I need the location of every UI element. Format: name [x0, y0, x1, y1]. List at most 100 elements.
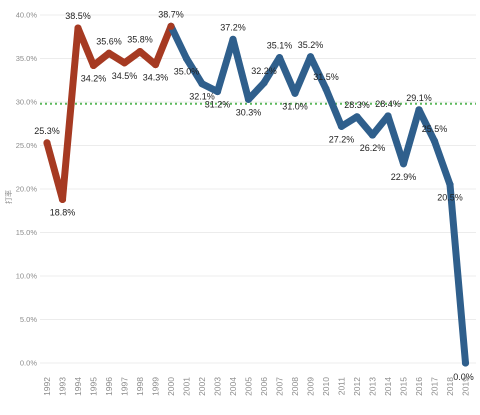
x-tick-label: 2015	[399, 377, 409, 396]
data-point	[151, 60, 160, 69]
data-label: 34.3%	[143, 73, 169, 83]
y-tick-label: 40.0%	[16, 11, 38, 20]
x-tick-label: 2011	[337, 377, 347, 396]
data-point	[74, 24, 82, 32]
x-tick-label: 2004	[228, 377, 238, 396]
data-label: 37.2%	[220, 22, 246, 32]
data-label: 31.0%	[282, 101, 308, 111]
data-point	[291, 89, 299, 97]
data-label: 27.2%	[329, 134, 355, 144]
y-tick-label: 15.0%	[16, 228, 38, 237]
data-label: 35.2%	[298, 40, 324, 50]
data-point	[89, 61, 98, 70]
data-point	[399, 160, 408, 168]
data-point	[368, 131, 377, 139]
y-axis-ticks: 0.0% 5.0% 10.0% 15.0% 20.0% 25.0% 30.0% 35.0% 40…	[16, 11, 38, 368]
data-point	[415, 106, 423, 114]
data-point	[244, 95, 253, 103]
series-segment	[167, 22, 469, 367]
data-point	[58, 195, 67, 204]
data-point	[430, 137, 439, 145]
data-label: 22.9%	[391, 172, 417, 182]
y-axis-label: 打率	[4, 190, 13, 204]
data-point	[167, 22, 175, 30]
data-label: 35.8%	[127, 35, 153, 45]
data-label: 34.5%	[112, 71, 138, 81]
data-label: 18.8%	[50, 207, 76, 217]
series-line	[43, 22, 470, 367]
x-tick-label: 2010	[321, 377, 331, 396]
x-tick-label: 1996	[104, 377, 114, 396]
data-point	[306, 53, 315, 61]
data-point	[198, 80, 206, 88]
gridlines	[40, 14, 476, 364]
data-label: 0.0%	[453, 372, 474, 382]
x-tick-label: 2007	[275, 377, 285, 396]
data-label: 30.3%	[236, 107, 262, 117]
x-tick-label: 2003	[213, 377, 223, 396]
x-tick-label: 2017	[430, 377, 440, 396]
y-tick-label: 5.0%	[20, 315, 37, 324]
data-point	[120, 59, 129, 67]
data-point	[446, 181, 454, 189]
data-label: 25.3%	[34, 126, 60, 136]
data-label: 38.7%	[158, 9, 184, 19]
data-label: 29.1%	[406, 93, 432, 103]
x-tick-label: 2009	[306, 377, 316, 396]
data-label: 28.3%	[344, 100, 370, 110]
data-label: 25.5%	[422, 124, 448, 134]
x-tick-label: 1993	[58, 377, 68, 396]
data-label: 35.0%	[174, 67, 200, 77]
y-tick-label: 25.0%	[16, 141, 38, 150]
data-label: 32.2%	[251, 66, 277, 76]
x-tick-label: 2014	[383, 377, 393, 396]
data-point	[229, 35, 237, 43]
data-label: 34.2%	[81, 73, 107, 83]
data-point	[384, 112, 392, 120]
x-tick-label: 1997	[120, 377, 130, 396]
x-tick-label: 1994	[73, 377, 83, 396]
data-point	[275, 54, 284, 62]
y-tick-label: 20.0%	[16, 185, 38, 194]
data-point	[353, 113, 361, 121]
data-label: 26.2%	[360, 143, 386, 153]
data-label: 32.1%	[189, 92, 215, 102]
x-tick-label: 2005	[244, 377, 254, 396]
y-tick-label: 0.0%	[20, 359, 37, 368]
data-point	[182, 54, 191, 63]
data-label: 38.5%	[65, 11, 91, 21]
data-label: 35.1%	[267, 41, 293, 51]
x-tick-label: 2002	[197, 377, 207, 396]
x-tick-label: 2006	[259, 377, 269, 396]
x-tick-label: 2019	[461, 377, 471, 396]
data-label: 20.5%	[437, 193, 463, 203]
data-point	[213, 87, 222, 96]
x-tick-label: 2008	[290, 377, 300, 396]
data-point	[337, 122, 346, 130]
data-label: 35.6%	[96, 36, 122, 46]
x-tick-label: 2013	[368, 377, 378, 396]
data-point	[136, 47, 144, 56]
x-tick-label: 2000	[166, 377, 176, 396]
y-tick-label: 10.0%	[16, 272, 38, 281]
data-point	[260, 79, 268, 87]
data-point	[105, 49, 113, 57]
data-point	[43, 139, 51, 147]
y-tick-label: 35.0%	[16, 54, 38, 63]
data-label: 31.5%	[313, 72, 339, 82]
data-label: 31.2%	[205, 100, 231, 110]
x-tick-label: 2018	[445, 377, 455, 396]
x-tick-label: 1992	[42, 377, 52, 396]
x-tick-label: 2012	[352, 377, 362, 396]
x-tick-label: 1999	[151, 377, 161, 396]
x-tick-label: 2001	[182, 377, 192, 396]
data-point	[322, 85, 330, 93]
data-point	[461, 359, 470, 367]
data-label: 28.4%	[375, 99, 401, 109]
data-labels: 25.3% 18.8% 38.5% 34.2% 35.6% 34.5% 35.8% 34.3%…	[34, 9, 474, 382]
x-tick-label: 2016	[414, 377, 424, 396]
x-tick-label: 1998	[135, 377, 145, 396]
x-axis-ticks: 1992 1993 1994 1995 1996 1997 1998 1999 2000 2001…	[42, 377, 471, 396]
y-tick-label: 30.0%	[16, 98, 38, 107]
